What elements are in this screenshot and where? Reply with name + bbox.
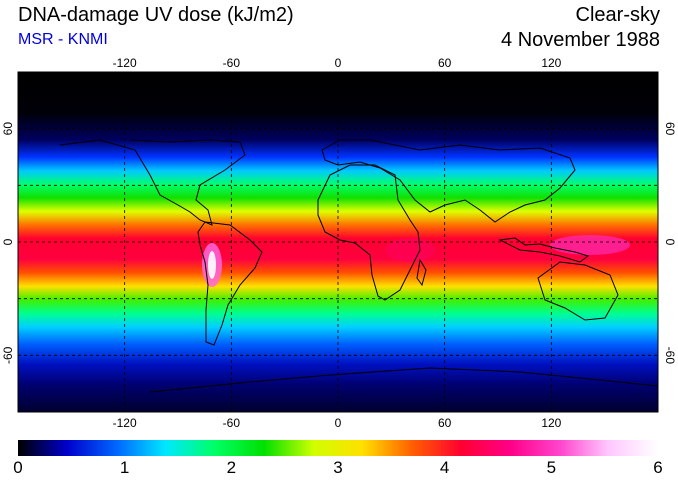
top-lon-label: -60 xyxy=(223,56,241,70)
uv-dose-map: -120 -60 0 60 120 -120 -60 0 60 120 60 0 -60 60 0 -6… xyxy=(1,56,677,430)
colorbar-tick-label: 0 xyxy=(13,458,23,477)
bottom-lon-label: -60 xyxy=(223,416,241,430)
left-latitude-labels: 60 0 -60 xyxy=(1,122,15,364)
colorbar-tick-label: 2 xyxy=(226,458,237,477)
bottom-lon-label: -120 xyxy=(113,416,137,430)
left-lat-label: -60 xyxy=(1,346,15,364)
right-lat-label: 0 xyxy=(663,239,677,246)
antarctica-coast xyxy=(149,367,659,393)
bottom-lon-label: 0 xyxy=(335,416,342,430)
colorbar xyxy=(18,440,658,456)
north-america-coast xyxy=(59,139,246,226)
left-lat-label: 60 xyxy=(1,122,15,136)
credit-label: MSR - KNMI xyxy=(18,31,108,48)
top-lon-label: 0 xyxy=(335,56,342,70)
bottom-longitude-labels: -120 -60 0 60 120 xyxy=(113,416,562,430)
pacific-high-uv xyxy=(550,235,630,255)
madagascar-coast xyxy=(416,258,427,287)
colorbar-tick-label: 6 xyxy=(653,458,663,477)
africa-coast xyxy=(317,164,421,301)
right-lat-label: -60 xyxy=(663,347,677,365)
colorbar-tick-label: 3 xyxy=(333,458,343,477)
top-lon-label: 60 xyxy=(438,56,452,70)
bottom-lon-label: 60 xyxy=(438,416,452,430)
right-lat-label: 60 xyxy=(663,122,677,136)
top-longitude-labels: -120 -60 0 60 120 xyxy=(113,56,562,70)
indonesia-coast xyxy=(498,237,590,263)
top-lon-label: -120 xyxy=(113,56,137,70)
date-label: 4 November 1988 xyxy=(501,29,660,51)
left-lat-label: 0 xyxy=(1,238,15,245)
top-lon-label: 120 xyxy=(541,56,561,70)
australia-coast xyxy=(537,261,619,321)
right-latitude-labels: 60 0 -60 xyxy=(663,122,677,364)
graticule xyxy=(18,72,658,412)
south-america-coast xyxy=(197,221,263,346)
bottom-lon-label: 120 xyxy=(541,416,561,430)
africa-high-uv xyxy=(385,238,435,262)
map-title: DNA-damage UV dose (kJ/m2) xyxy=(18,4,294,26)
colorbar-tick-label: 4 xyxy=(439,458,450,477)
colorbar-tick-label: 5 xyxy=(546,458,557,477)
andes-peak-uv xyxy=(208,251,216,279)
colorbar-tick-label: 1 xyxy=(119,458,130,477)
coastlines xyxy=(59,139,659,393)
map-frame xyxy=(17,71,659,413)
sky-condition-label: Clear-sky xyxy=(575,4,660,26)
eurasia-coast xyxy=(321,139,576,223)
